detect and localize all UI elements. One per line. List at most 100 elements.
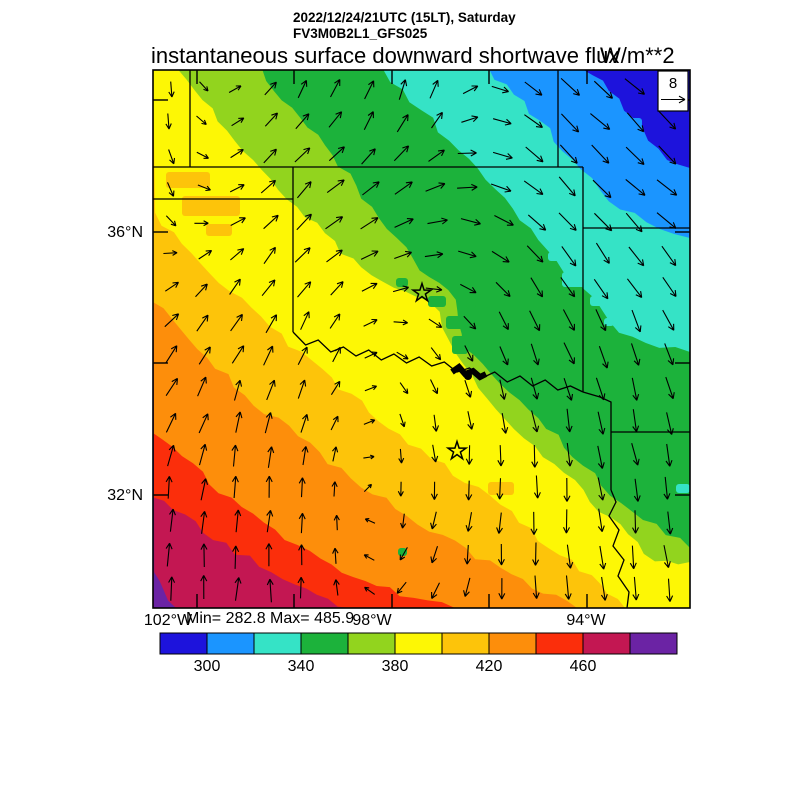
wind-arrow	[263, 148, 277, 164]
wind-arrow	[561, 246, 577, 267]
wind-arrow	[463, 315, 477, 330]
colorbar-tick-label: 420	[476, 658, 503, 675]
wind-arrow	[168, 576, 176, 601]
wind-arrow	[624, 78, 646, 95]
wind-arrow	[363, 111, 374, 130]
wind-arrow	[491, 250, 510, 263]
wind-arrow	[362, 181, 380, 196]
wind-arrow	[464, 345, 474, 362]
wind-arrow	[529, 310, 541, 332]
map-frame	[152, 69, 691, 609]
wind-arrow	[265, 475, 273, 498]
wind-arrow	[463, 544, 471, 565]
wind-arrow	[194, 220, 209, 227]
wind-arrow	[491, 85, 509, 94]
wind-arrow	[196, 115, 207, 126]
wind-arrow	[200, 543, 208, 568]
wind-arrow	[399, 413, 406, 428]
wind-arrow	[297, 346, 308, 365]
wind-arrow	[360, 250, 379, 260]
wind-arrow	[591, 144, 610, 164]
wind-arrow	[460, 218, 481, 226]
wind-arrow	[394, 250, 413, 260]
wind-arrow	[198, 413, 209, 434]
map-interior	[153, 70, 690, 608]
wind-arrow	[266, 578, 274, 603]
wind-arrow	[631, 377, 640, 401]
wind-arrow	[457, 183, 478, 191]
wind-arrow	[393, 319, 408, 326]
wind-arrow	[330, 380, 341, 395]
wind-arrow	[230, 217, 246, 226]
wind-arrow	[398, 79, 408, 100]
wind-arrow	[329, 313, 341, 329]
wind-arrow	[566, 544, 574, 569]
wind-arrow	[593, 80, 614, 99]
wind-arrow	[298, 544, 306, 566]
wind-arrow	[165, 215, 177, 227]
wind-arrow	[393, 145, 410, 162]
wind-arrow	[261, 279, 276, 297]
wind-arrow	[663, 476, 671, 500]
contour-speckle	[206, 224, 232, 236]
wind-arrow	[297, 79, 308, 99]
contour-speckle	[548, 252, 562, 261]
wind-arrow	[396, 581, 407, 594]
wind-arrow	[632, 409, 640, 433]
wind-arrow	[526, 245, 544, 263]
wind-arrow	[326, 179, 345, 194]
wind-arrow	[331, 446, 339, 462]
wind-arrow	[165, 476, 173, 499]
wind-arrow	[331, 481, 338, 497]
colorbar-segment	[441, 632, 490, 655]
wind-arrow	[230, 248, 245, 261]
wind-arrow	[300, 414, 309, 433]
wind-arrow	[264, 81, 277, 96]
wind-arrow	[364, 80, 375, 100]
colorbar-segment	[206, 632, 255, 655]
wind-arrow	[297, 281, 312, 298]
wind-arrow	[198, 443, 208, 466]
contour-speckle	[428, 296, 446, 307]
wind-arrow	[590, 113, 611, 130]
wind-arrow	[626, 112, 645, 133]
wind-arrow	[424, 251, 444, 259]
wind-arrow	[294, 147, 311, 163]
wind-arrow	[396, 114, 409, 133]
wind-arrow	[163, 250, 178, 256]
wind-arrow	[296, 213, 312, 231]
wind-arrow	[665, 443, 673, 467]
wind-arrow	[363, 419, 376, 425]
lon-axis-label: 102°W	[144, 612, 193, 629]
contour-speckle	[562, 272, 588, 287]
wind-arrow	[267, 446, 275, 468]
wind-arrow	[197, 376, 207, 397]
wind-arrow	[232, 545, 240, 569]
wind-arrow	[631, 443, 640, 466]
colorbar	[159, 632, 678, 655]
wind-arrow	[398, 448, 405, 464]
wind-arrow	[230, 313, 243, 332]
wind-arrow	[231, 117, 245, 127]
wind-arrow	[165, 412, 177, 433]
wind-arrow	[597, 411, 606, 435]
wind-arrow	[297, 379, 307, 399]
wind-arrow	[399, 547, 408, 561]
wind-arrow	[425, 286, 443, 293]
wind-arrow	[628, 246, 645, 267]
wind-arrow	[663, 545, 671, 568]
wind-arrow	[333, 579, 340, 596]
wind-arrow	[263, 345, 274, 366]
colorbar-segment	[347, 632, 396, 655]
wind-arrow	[168, 149, 176, 165]
wind-arrow	[165, 542, 173, 567]
wind-arrow	[330, 415, 339, 431]
valid-time-title: 2022/12/24/21UTC (15LT), Saturday	[293, 10, 516, 25]
wind-arrow	[562, 309, 575, 331]
colorbar-segment	[159, 632, 208, 655]
wind-arrow	[656, 212, 677, 229]
colorbar-segment	[582, 632, 631, 655]
wind-arrow	[625, 212, 643, 233]
wind-arrow	[560, 277, 576, 298]
wind-arrow	[458, 250, 477, 259]
